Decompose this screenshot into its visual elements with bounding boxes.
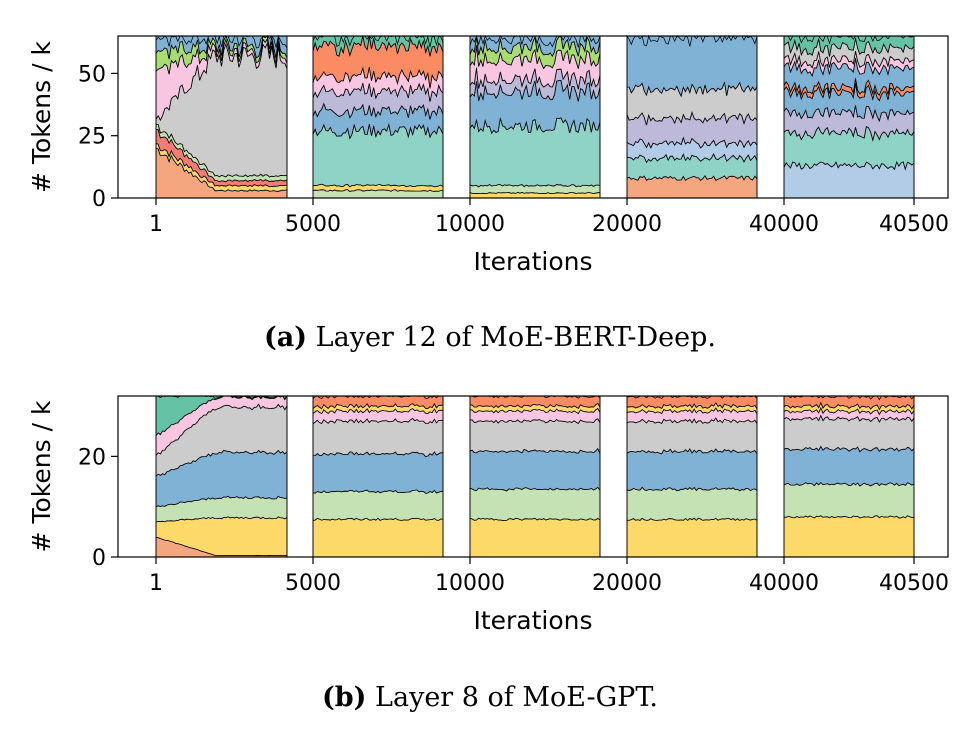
segment-10000-20000 <box>469 395 601 558</box>
area-band-0 <box>469 517 601 558</box>
x-axis-label: Iterations <box>473 606 592 635</box>
x-tick-label: 5000 <box>285 212 341 237</box>
segment-40000-40500 <box>783 394 915 558</box>
chart-1: 0 20 1 5000 10000 20000 40000 40500 Iterations # … <box>27 394 949 635</box>
area-band-1 <box>469 486 601 521</box>
x-tick-label: 40500 <box>879 571 949 596</box>
y-axis-label: # Tokens / k <box>27 41 56 193</box>
area-band-2 <box>312 122 444 188</box>
area-band-0 <box>626 517 758 558</box>
segment-40000-40500 <box>783 35 915 199</box>
caption-a-text: Layer 12 of MoE-BERT-Deep. <box>307 322 716 353</box>
chart-0: 0 25 50 1 5000 10000 20000 40000 40500 Iterations… <box>27 34 949 276</box>
area-band-0 <box>312 517 444 558</box>
x-tick-label: 40000 <box>749 571 819 596</box>
x-tick-label: 5000 <box>285 571 341 596</box>
x-axis-label: Iterations <box>473 247 592 276</box>
area-band-1 <box>312 489 444 521</box>
y-tick-label: 0 <box>92 187 106 212</box>
y-tick-label: 25 <box>78 125 106 150</box>
y-axis-label: # Tokens / k <box>27 400 56 552</box>
segment-20000-40000 <box>626 395 758 558</box>
plot-frame <box>117 395 949 558</box>
y-tick-label: 50 <box>78 62 106 87</box>
y-tick-label: 0 <box>92 546 106 571</box>
segment-10000-20000 <box>469 34 601 199</box>
area-band-0 <box>783 515 915 558</box>
area-band-2 <box>469 117 601 188</box>
area-band-1 <box>626 486 758 522</box>
x-tick-label: 1 <box>149 212 163 237</box>
x-tick-label: 1 <box>149 571 163 596</box>
caption-b: (b) Layer 8 of MoE-GPT. <box>0 682 980 713</box>
x-tick-label: 20000 <box>592 571 662 596</box>
caption-a: (a) Layer 12 of MoE-BERT-Deep. <box>0 322 980 353</box>
x-tick-label: 40500 <box>879 212 949 237</box>
area-band-3 <box>469 418 601 454</box>
area-band-2 <box>783 445 915 487</box>
segment-20000-40000 <box>626 34 758 199</box>
x-tick-label: 10000 <box>435 571 505 596</box>
caption-a-prefix: (a) <box>264 322 308 353</box>
caption-b-prefix: (b) <box>322 682 367 713</box>
area-band-2 <box>626 448 758 492</box>
x-tick-label: 20000 <box>592 212 662 237</box>
area-band-3 <box>312 417 444 458</box>
x-tick-label: 40000 <box>749 212 819 237</box>
segment-5000-10000 <box>312 35 444 199</box>
x-tick-label: 10000 <box>435 212 505 237</box>
area-band-2 <box>469 448 601 492</box>
area-band-2 <box>312 451 444 494</box>
caption-b-text: Layer 8 of MoE-GPT. <box>366 682 658 713</box>
segment-1-5000 <box>155 34 288 199</box>
segment-5000-10000 <box>312 395 444 558</box>
y-tick-label: 20 <box>78 445 106 470</box>
plot-frame <box>117 35 949 199</box>
segment-1-5000 <box>155 394 288 558</box>
area-band-1 <box>783 481 915 519</box>
